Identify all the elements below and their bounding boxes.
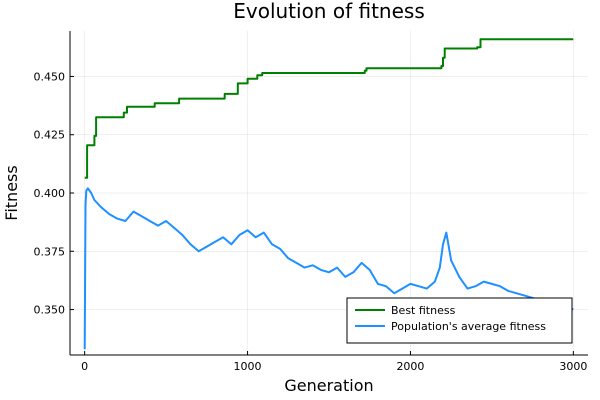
y-tick-label-4: 0.450 <box>34 70 66 83</box>
series-lines <box>83 38 574 350</box>
x-tick-label-1: 1000 <box>234 360 262 373</box>
legend-label-1: Population's average fitness <box>391 320 546 333</box>
grid <box>70 31 588 355</box>
legend: Best fitness Population's average fitness <box>346 297 573 344</box>
y-tick-label-2: 0.400 <box>34 187 66 200</box>
x-tick-label-0: 0 <box>81 360 88 373</box>
y-tick-label-1: 0.375 <box>34 245 66 258</box>
x-axis-label: Generation <box>284 376 373 395</box>
y-tick-label-0: 0.350 <box>34 304 66 317</box>
chart-title: Evolution of fitness <box>233 0 425 23</box>
axes <box>69 31 588 356</box>
series-line-0 <box>84 38 574 179</box>
tick-labels: 0 1000 2000 3000 0.350 0.375 0.400 0.425 0.450 <box>34 70 588 373</box>
series-line-1 <box>83 187 574 350</box>
x-tick-label-3: 3000 <box>559 360 587 373</box>
y-tick-label-3: 0.425 <box>34 129 66 142</box>
legend-label-0: Best fitness <box>391 304 456 317</box>
legend-box <box>346 297 573 344</box>
x-tick-label-2: 2000 <box>396 360 424 373</box>
y-axis-label: Fitness <box>2 165 21 220</box>
